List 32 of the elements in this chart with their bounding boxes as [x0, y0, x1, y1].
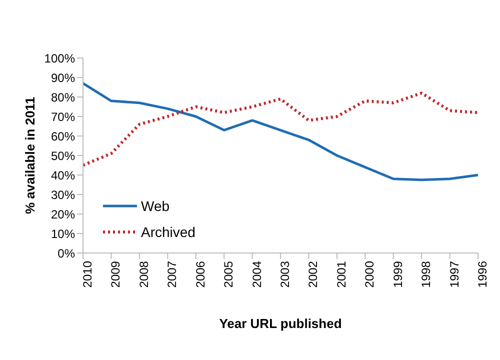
x-tick-label: 1997: [447, 260, 462, 288]
line-series: [82, 82, 480, 182]
x-tick-label: 2004: [250, 260, 264, 288]
x-tick-label: 1998: [419, 260, 434, 288]
x-tick-label: 2006: [193, 260, 208, 288]
y-tick-label: 20%: [50, 207, 76, 222]
x-tick-label: 2000: [362, 260, 377, 288]
y-tick-label: 0%: [58, 246, 76, 260]
x-tick-label: 2007: [165, 260, 180, 288]
legend-label: Archived: [141, 224, 196, 240]
x-axis-title: Year URL published: [219, 316, 342, 331]
y-tick-label: 100%: [44, 51, 76, 66]
x-tick-label: 2010: [80, 260, 95, 288]
y-tick-label: 10%: [50, 226, 76, 241]
x-tick-label: 2003: [278, 260, 292, 288]
y-tick-label: 80%: [50, 90, 76, 104]
x-tick-label: 1999: [390, 260, 405, 288]
y-tick-label: 90%: [50, 70, 76, 85]
x-tick-label: 2008: [136, 260, 151, 288]
x-tick-label: 2002: [306, 260, 320, 288]
y-axis-title: % available in 2011: [22, 96, 38, 214]
x-tick-label: 2001: [334, 260, 348, 288]
x-tick-label: 2005: [222, 260, 236, 288]
y-tick-label: 70%: [50, 110, 76, 124]
y-tick-label: 40%: [50, 168, 76, 182]
x-tick-label: 1996: [476, 260, 490, 288]
line-series: [82, 92, 480, 167]
legend-label: Web: [141, 198, 170, 214]
x-tick-label: 2009: [108, 260, 123, 288]
y-tick-label: 30%: [50, 188, 76, 202]
y-tick-label: 60%: [50, 129, 76, 144]
y-tick-label: 50%: [50, 148, 76, 163]
